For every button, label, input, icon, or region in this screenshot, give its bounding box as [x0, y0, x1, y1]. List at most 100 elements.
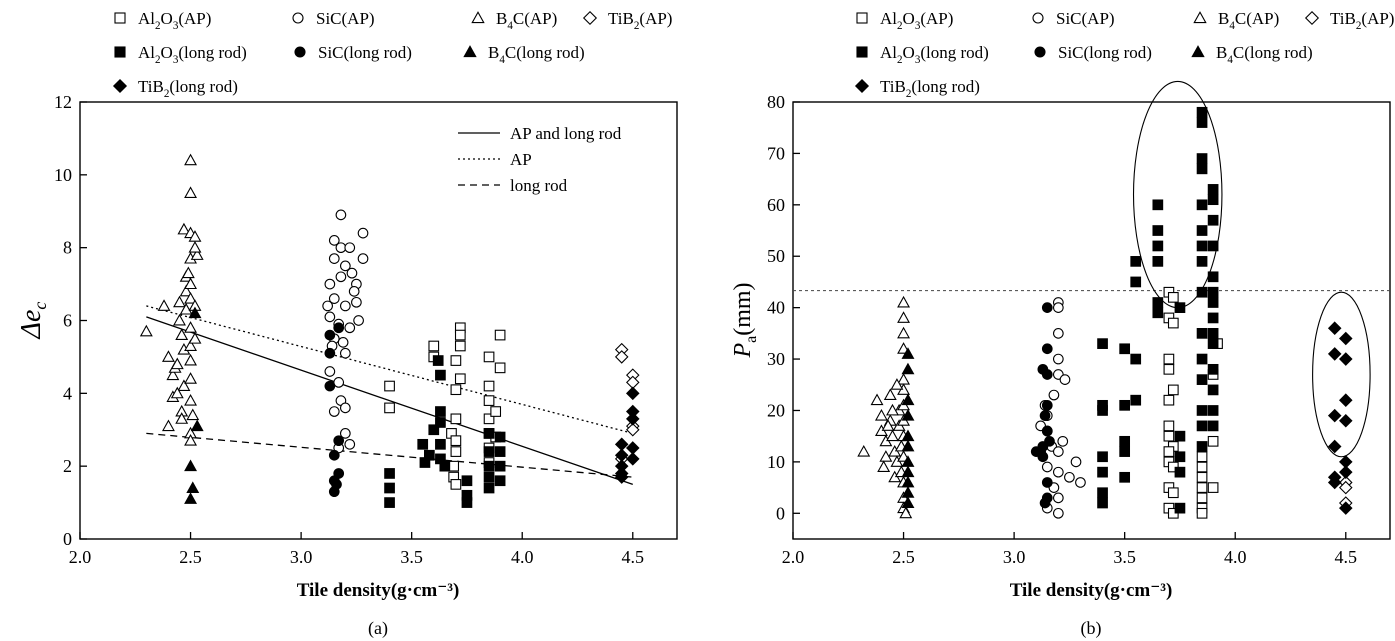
data-point: [1207, 482, 1219, 493]
data-point: [1196, 507, 1208, 519]
data-point: [1196, 471, 1208, 483]
data-point: [184, 153, 198, 166]
legend-label: Al2O3(AP): [880, 9, 953, 32]
data-point: [1327, 408, 1342, 423]
data-point: [1163, 420, 1175, 432]
data-point: [450, 435, 462, 447]
legend-item: SiC(long rod): [294, 43, 412, 62]
panel-label-b: (b): [1081, 618, 1102, 639]
data-point: [870, 393, 884, 406]
data-point: [625, 422, 640, 437]
data-point: [625, 386, 640, 401]
data-point: [1041, 425, 1053, 437]
data-point: [1130, 394, 1142, 406]
y-tick-label: 10: [54, 165, 72, 185]
data-point: [1327, 475, 1342, 490]
legend-panel-b: Al2O3(AP) SiC(AP) B4C(AP) TiB2(AP) Al2O3(lon…: [854, 9, 1394, 100]
data-point: [177, 379, 191, 392]
fit-line: [146, 305, 633, 435]
data-point: [454, 329, 466, 341]
data-point: [494, 446, 506, 457]
legend-panel-a: Al2O3(AP) SiC(AP) B4C(AP) TiB2(AP) Al2O3(lon…: [112, 9, 672, 100]
data-point: [1163, 446, 1175, 457]
data-point: [1196, 461, 1208, 473]
highlight-ellipse: [1312, 291, 1371, 458]
data-point: [339, 428, 351, 439]
data-point: [1339, 331, 1353, 346]
data-point: [384, 402, 395, 414]
data-point: [1152, 240, 1164, 252]
y-tick-label: 6: [63, 311, 72, 331]
y-tick-label: 80: [767, 92, 785, 112]
data-point: [1207, 286, 1219, 298]
data-point: [322, 300, 333, 312]
data-point: [483, 471, 495, 483]
data-point: [1196, 117, 1208, 128]
data-point: [384, 380, 395, 392]
y-tick-label: 10: [767, 452, 785, 472]
data-point: [857, 444, 871, 457]
plot-frame-a: [79, 101, 678, 540]
data-point: [432, 355, 444, 366]
data-point: [897, 311, 911, 323]
axes-panel-b: 2.0 2.5 3.0 3.5 4.0 4.5 0 10 20 30 40 50 60 70 80: [767, 92, 1357, 567]
data-point: [890, 378, 904, 390]
data-point: [335, 271, 347, 283]
data-point: [1167, 317, 1179, 329]
data-point: [877, 460, 891, 472]
data-point: [184, 186, 198, 199]
data-point: [339, 260, 351, 272]
data-point: [435, 438, 446, 450]
data-point: [1163, 363, 1175, 375]
legend-label: B4C(AP): [1218, 9, 1279, 32]
fit-lines-panel-a: [146, 305, 633, 485]
data-point: [881, 419, 895, 431]
data-point: [1075, 477, 1086, 488]
data-point: [357, 227, 369, 239]
y-axis-label-unit-b: (mm): [730, 282, 756, 335]
legend-item: B4C(long rod): [1191, 43, 1313, 66]
legend-item: B4C(AP): [471, 9, 557, 32]
data-point: [1327, 321, 1342, 335]
data-point: [897, 372, 911, 385]
data-point: [435, 406, 446, 417]
data-point: [1052, 302, 1064, 313]
data-point: [1041, 477, 1053, 488]
data-point: [177, 222, 191, 235]
data-point: [1207, 328, 1219, 339]
data-point: [170, 386, 184, 399]
legend-label: B4C(long rod): [488, 43, 585, 66]
points-panel-a: [139, 153, 640, 508]
data-point: [901, 486, 915, 498]
data-point: [170, 357, 184, 370]
data-point: [335, 209, 347, 221]
legend-item: Al2O3(AP): [856, 9, 953, 32]
legend-label: B4C(long rod): [1216, 43, 1313, 66]
data-point: [1339, 480, 1353, 495]
data-point: [483, 351, 495, 363]
data-point: [874, 408, 888, 421]
data-point: [1196, 199, 1208, 211]
data-point: [1052, 353, 1064, 365]
line-legend-panel-a: AP and long rod AP long rod: [458, 124, 622, 195]
data-point: [1196, 286, 1208, 298]
data-point: [1207, 240, 1219, 252]
legend-item: TiB2(long rod): [112, 77, 238, 100]
fit-line: [146, 316, 633, 485]
data-point: [324, 347, 336, 359]
data-point: [883, 388, 897, 401]
data-point: [625, 452, 640, 466]
legend-marker: [582, 10, 598, 26]
data-point: [184, 291, 198, 304]
legend-item: TiB2(long rod): [854, 77, 980, 100]
data-point: [1057, 435, 1069, 447]
data-point: [1163, 430, 1175, 442]
data-point: [328, 235, 340, 246]
x-tick-label: 2.5: [179, 547, 202, 567]
data-point: [324, 278, 336, 290]
y-tick-label: 30: [767, 349, 785, 369]
data-point: [1174, 430, 1186, 442]
y-tick-label: 0: [776, 503, 785, 523]
data-point: [886, 403, 899, 416]
data-point: [1059, 374, 1071, 385]
